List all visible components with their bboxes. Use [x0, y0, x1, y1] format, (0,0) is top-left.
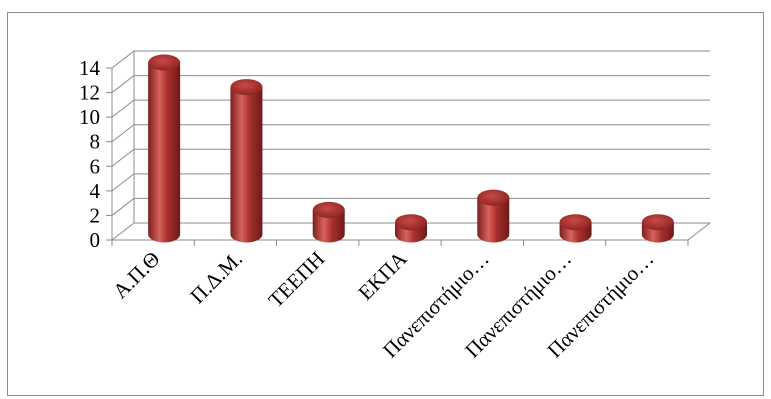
y-tick-label: 2	[90, 203, 101, 227]
side-gridline	[111, 148, 135, 167]
y-tick-label: 12	[79, 81, 100, 105]
bar-cap	[395, 214, 427, 231]
bar-body	[312, 209, 345, 243]
side-gridline	[111, 75, 135, 93]
y-tick-label: 0	[90, 228, 101, 252]
x-category-label: ΤΕΕΠΗ	[264, 247, 330, 313]
bar-cap	[559, 214, 592, 231]
bar-cap	[148, 54, 181, 71]
y-tick-label: 6	[90, 154, 101, 178]
bar-body	[477, 197, 510, 243]
x-category-label: ΕΚΠΑ	[353, 246, 412, 305]
x-category-label: Α.Π.Θ	[108, 247, 165, 304]
bar-cap	[312, 201, 345, 218]
y-tick-label: 8	[90, 130, 101, 154]
bar	[641, 214, 674, 243]
side-gridline	[111, 99, 135, 118]
bar	[559, 214, 592, 243]
x-axis-labels: Α.Π.Θ Π.Δ.Μ. ΤΕΕΠΗ ΕΚΠΑΠανεπιστήμιο…Πανεπισ…	[108, 246, 658, 362]
bar	[148, 54, 181, 243]
side-gridline	[111, 50, 135, 69]
y-tick-label: 4	[90, 179, 101, 203]
bars	[148, 54, 674, 243]
side-gridline	[111, 124, 135, 143]
y-tick-label: 14	[79, 56, 101, 80]
bar	[477, 189, 510, 243]
bar-cap	[477, 189, 510, 206]
side-gridline	[111, 173, 135, 192]
side-gridline	[111, 198, 135, 216]
bar	[312, 201, 345, 243]
bar	[230, 79, 263, 243]
bar-cap	[230, 79, 263, 96]
side-gridline	[111, 222, 135, 241]
gridlines	[111, 50, 711, 241]
bar-body	[148, 62, 181, 243]
x-category-label: Π.Δ.Μ.	[185, 247, 247, 309]
y-tick-label: 10	[79, 105, 100, 129]
bar-body	[230, 87, 263, 243]
bar	[395, 214, 427, 243]
bar-cap	[641, 214, 674, 231]
